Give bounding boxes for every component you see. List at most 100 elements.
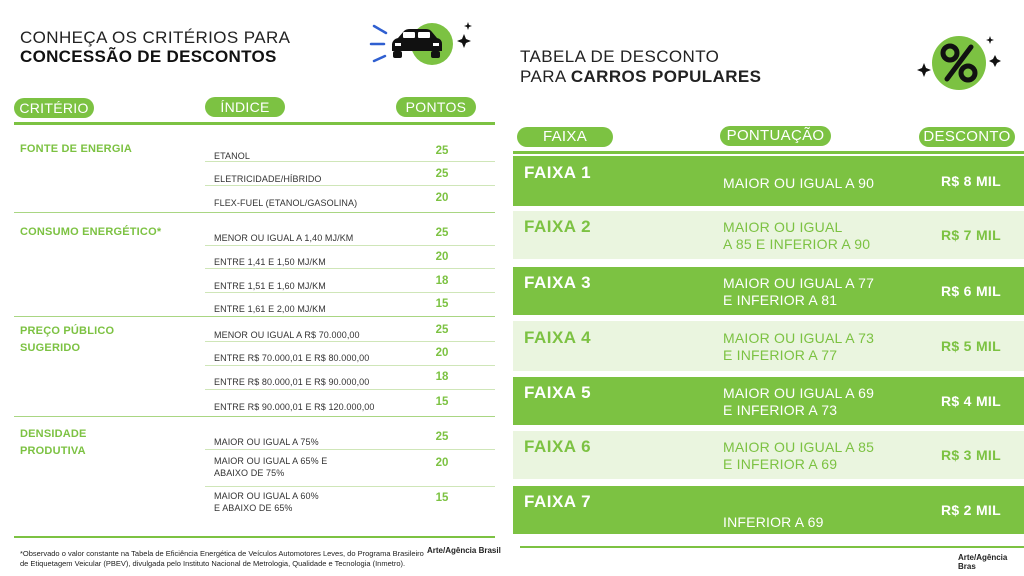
pontuacao-line: MAIOR OU IGUAL A 85 (723, 439, 875, 455)
indice-line: ENTRE R$ 80.000,01 E R$ 90.000,00 (214, 377, 370, 387)
criteria-title-line1: CONHEÇA OS CRITÉRIOS PARA (20, 28, 291, 47)
pontuacao-line: INFERIOR A 69 (723, 514, 824, 530)
indice-line: MAIOR OU IGUAL A 65% E (214, 456, 328, 466)
faixa-row: FAIXA 2 MAIOR OU IGUAL A 85 E INFERIOR A 9… (513, 211, 1024, 259)
pontos-cell: 18 (435, 371, 449, 383)
pontuacao-line: MAIOR OU IGUAL A 69 (723, 385, 875, 401)
pontuacao-line: MAIOR OU IGUAL (723, 219, 843, 235)
pontuacao-cell: MAIOR OU IGUAL A 90 (723, 175, 874, 192)
pontuacao-cell: MAIOR OU IGUAL A 77 E INFERIOR A 81 (723, 275, 874, 309)
pontuacao-cell: MAIOR OU IGUAL A 73 E INFERIOR A 77 (723, 330, 874, 364)
desconto-cell: R$ 4 MIL (941, 393, 1001, 409)
faixa-label: FAIXA 4 (524, 328, 592, 347)
row-divider (205, 292, 495, 293)
pontos-cell: 15 (435, 492, 449, 504)
pontuacao-cell: MAIOR OU IGUAL A 69 E INFERIOR A 73 (723, 385, 874, 419)
criteria-group-label: CONSUMO ENERGÉTICO* (20, 224, 161, 241)
indice-line: MENOR OU IGUAL A 1,40 MJ/KM (214, 233, 354, 243)
faixa-row: FAIXA 6 MAIOR OU IGUAL A 85 E INFERIOR A 6… (513, 431, 1024, 479)
footnote-line2: de Etiquetagem Veicular (PBEV), divulgad… (20, 559, 406, 568)
pontuacao-cell: MAIOR OU IGUAL A 85 E INFERIOR A 90 (723, 219, 870, 253)
faixa-label: FAIXA 7 (524, 492, 592, 511)
indice-cell: MAIOR OU IGUAL A 60% E ABAIXO DE 65% (214, 490, 319, 514)
header-desconto: DESCONTO (919, 127, 1015, 147)
pontuacao-line: E INFERIOR A 69 (723, 456, 838, 472)
discount-bottom-divider (520, 546, 1024, 548)
pontuacao-line: MAIOR OU IGUAL A 73 (723, 330, 875, 346)
indice-line: ENTRE 1,41 E 1,50 MJ/KM (214, 257, 326, 267)
indice-cell: FLEX-FUEL (ETANOL/GASOLINA) (214, 197, 357, 209)
discount-title-line1: TABELA DE DESCONTO (520, 47, 720, 66)
header-pontuacao: PONTUAÇÃO (720, 126, 831, 146)
desconto-cell: R$ 7 MIL (941, 227, 1001, 243)
pontuacao-line: E INFERIOR A 77 (723, 347, 838, 363)
criteria-label-line: DENSIDADE (20, 428, 87, 440)
pontos-cell: 15 (435, 396, 449, 408)
indice-cell: MAIOR OU IGUAL A 75% (214, 436, 319, 448)
row-divider (205, 185, 495, 186)
pontos-cell: 20 (435, 347, 449, 359)
criteria-label-line: PREÇO PÚBLICO (20, 325, 115, 337)
row-divider (205, 245, 495, 246)
criteria-label-line: SUGERIDO (20, 342, 81, 354)
indice-cell: ENTRE R$ 80.000,01 E R$ 90.000,00 (214, 376, 369, 388)
pontos-cell: 25 (435, 168, 449, 180)
criteria-group-label: PREÇO PÚBLICO SUGERIDO (20, 323, 114, 357)
pontos-cell: 18 (435, 275, 449, 287)
faixa-row: FAIXA 7 INFERIOR A 69 R$ 2 MIL (513, 486, 1024, 534)
discount-title-prefix: PARA (520, 67, 571, 86)
pontos-cell: 15 (435, 298, 449, 310)
pontuacao-line: E INFERIOR A 73 (723, 402, 838, 418)
criteria-label-line: FONTE DE ENERGIA (20, 143, 132, 155)
indice-line: ELETRICIDADE/HÍBRIDO (214, 174, 322, 184)
header-divider (14, 122, 495, 125)
group-divider (14, 212, 495, 213)
pontuacao-cell: MAIOR OU IGUAL A 85 E INFERIOR A 69 (723, 439, 874, 473)
credit-right: Arte/Agência Bras (958, 553, 1008, 571)
desconto-cell: R$ 5 MIL (941, 338, 1001, 354)
indice-cell: ENTRE R$ 70.000,01 E R$ 80.000,00 (214, 352, 369, 364)
faixa-row: FAIXA 1 MAIOR OU IGUAL A 90 R$ 8 MIL (513, 156, 1024, 206)
desconto-cell: R$ 8 MIL (941, 173, 1001, 189)
pontuacao-line: MAIOR OU IGUAL A 77 (723, 275, 875, 291)
pontos-cell: 25 (435, 324, 449, 336)
car-icon (368, 20, 478, 70)
header-indice: ÍNDICE (205, 97, 285, 117)
pontuacao-cell: INFERIOR A 69 (723, 514, 824, 531)
criteria-group-label: FONTE DE ENERGIA (20, 141, 132, 158)
indice-line: ABAIXO DE 75% (214, 468, 285, 478)
criteria-group-label: DENSIDADE PRODUTIVA (20, 426, 87, 460)
table-bottom-divider (14, 536, 495, 538)
indice-line: FLEX-FUEL (ETANOL/GASOLINA) (214, 198, 358, 208)
credit-left: Arte/Agência Brasil (427, 546, 501, 555)
row-divider (205, 268, 495, 269)
group-divider (14, 416, 495, 417)
header-faixa: FAIXA (517, 127, 613, 147)
criteria-label-line: PRODUTIVA (20, 445, 86, 457)
indice-cell: MENOR OU IGUAL A 1,40 MJ/KM (214, 232, 353, 244)
row-divider (205, 161, 495, 162)
indice-line: ENTRE 1,61 E 2,00 MJ/KM (214, 304, 326, 314)
discount-title-bold: CARROS POPULARES (570, 67, 762, 86)
pontuacao-line: MAIOR OU IGUAL A 90 (723, 175, 875, 191)
pontuacao-line: E INFERIOR A 81 (723, 292, 838, 308)
desconto-cell: R$ 3 MIL (941, 447, 1001, 463)
pontos-cell: 20 (435, 192, 449, 204)
pontos-cell: 25 (435, 145, 449, 157)
indice-line: ETANOL (214, 151, 250, 161)
pontuacao-line: A 85 E INFERIOR A 90 (723, 236, 871, 252)
faixa-label: FAIXA 5 (524, 383, 592, 402)
criteria-title-line2: CONCESSÃO DE DESCONTOS (20, 47, 277, 66)
faixa-label: FAIXA 1 (524, 163, 592, 182)
group-divider (14, 316, 495, 317)
indice-line: ENTRE 1,51 E 1,60 MJ/KM (214, 281, 326, 291)
row-divider (205, 341, 495, 342)
faixa-row: FAIXA 5 MAIOR OU IGUAL A 69 E INFERIOR A 7… (513, 377, 1024, 425)
percent-icon (915, 33, 1005, 91)
faixa-row: FAIXA 3 MAIOR OU IGUAL A 77 E INFERIOR A 8… (513, 267, 1024, 315)
row-divider (205, 486, 495, 487)
faixa-label: FAIXA 3 (524, 273, 592, 292)
indice-cell: ELETRICIDADE/HÍBRIDO (214, 173, 322, 185)
desconto-cell: R$ 6 MIL (941, 283, 1001, 299)
indice-line: MENOR OU IGUAL A R$ 70.000,00 (214, 330, 360, 340)
